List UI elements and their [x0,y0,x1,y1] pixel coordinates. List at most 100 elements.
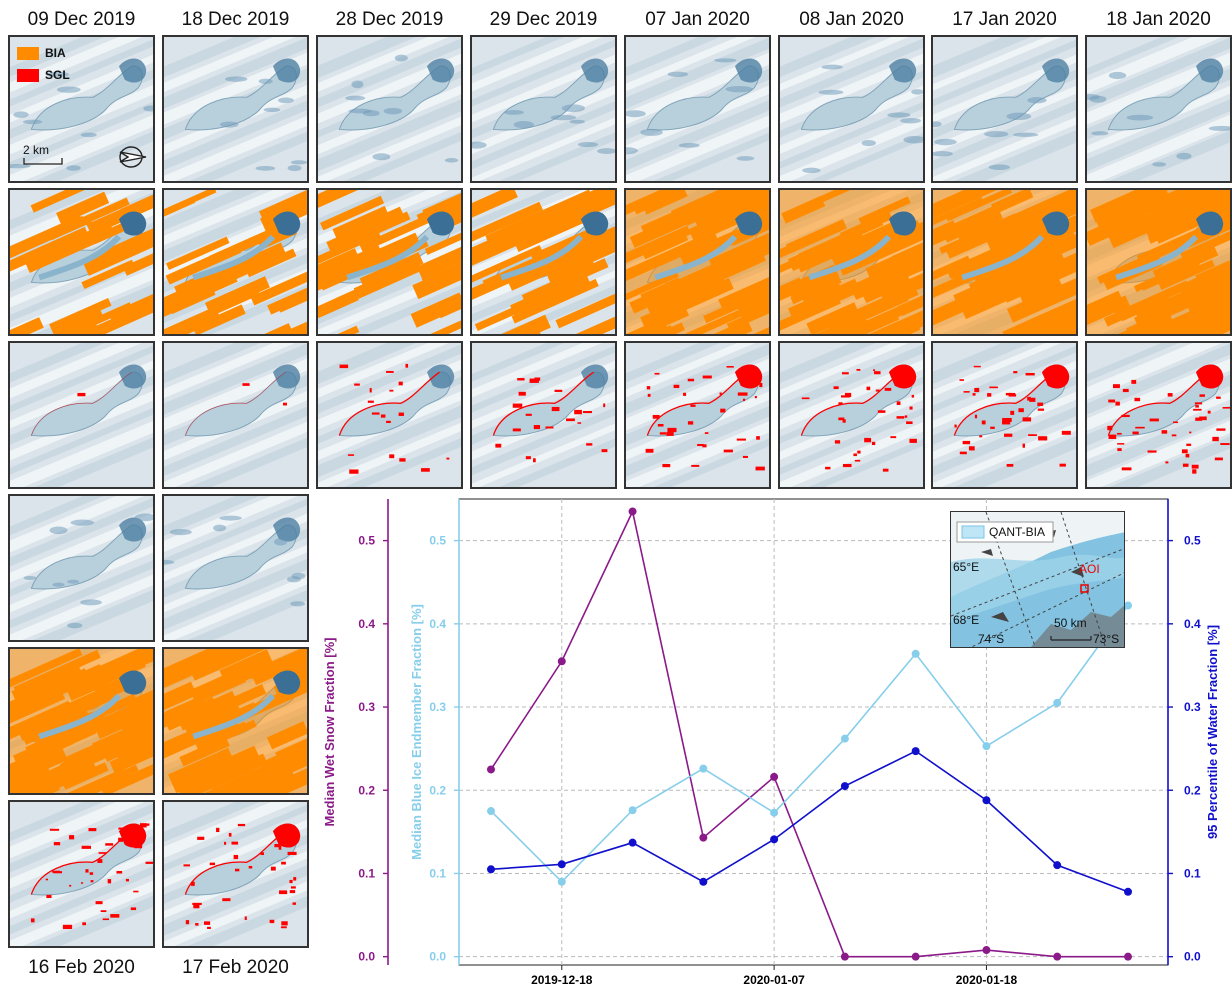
data-point [982,946,991,955]
data-point [840,782,849,791]
panel-date-label: 29 Dec 2019 [489,9,598,30]
data-point [557,860,566,869]
satellite-panel [8,494,155,642]
y-tick-label: 0.5 [1184,534,1201,548]
satellite-panel [778,35,925,183]
satellite-panel [470,35,617,183]
panel-date-label: 08 Jan 2020 [799,9,904,30]
data-point [1053,952,1062,961]
data-point [982,796,991,805]
y-tick-label: 0.1 [358,866,375,880]
satellite-panel [931,341,1078,489]
satellite-panel [8,800,155,948]
y-tick-label: 0.3 [1184,700,1201,714]
aoi-label: AOI [1079,562,1100,576]
data-point [699,877,708,886]
satellite-panel [162,800,309,948]
y-tick-label: 0.4 [358,617,375,631]
inset-legend-label: QANT-BIA [989,525,1046,539]
y-tick-label: 0.4 [1184,617,1201,631]
y-axis-title: Median Wet Snow Fraction [%] [322,638,337,827]
satellite-panel [470,188,617,336]
panel-date-label: 18 Jan 2020 [1106,9,1211,30]
y-tick-label: 0.2 [358,783,375,797]
panel-date-label: 18 Dec 2019 [181,9,290,30]
data-point [557,657,566,666]
data-point [840,734,849,743]
data-point [557,877,566,886]
satellite-panel [624,35,771,183]
satellite-panel [162,35,309,183]
data-point [699,764,708,773]
satellite-panel [162,494,309,642]
legend-label-bia: BIA [45,46,66,60]
data-point [699,833,708,842]
y-tick-label: 0.3 [429,700,446,714]
satellite-panel [624,341,771,489]
y-tick-label: 0.2 [429,783,446,797]
y-tick-label: 0.4 [429,617,446,631]
lon-label-68: 68°E [953,613,980,627]
x-tick-label: 2020-01-18 [956,973,1018,984]
data-point [911,747,920,756]
data-point [1124,952,1132,961]
series-line [490,605,1129,883]
data-point [487,865,495,874]
satellite-panel [470,341,617,489]
satellite-panel [931,188,1078,336]
data-point [487,765,495,774]
data-point [770,835,779,844]
data-point [1124,601,1132,610]
satellite-panel [624,188,771,336]
satellite-panel [316,188,463,336]
lon-label-65: 65°E [953,560,980,574]
legend-label-sgl: SGL [45,68,70,82]
satellite-panel [162,647,309,795]
y-tick-label: 0.0 [429,950,446,964]
inset-scale-label: 50 km [1054,616,1087,630]
y-tick-label: 0.0 [358,950,375,964]
panel-date-label: 17 Jan 2020 [952,9,1057,30]
data-point [982,742,991,751]
y-axis-title: 95 Percentile of Water Fraction [%] [1205,625,1220,839]
panel-date-label: 16 Feb 2020 [28,957,135,978]
data-point [628,838,637,847]
data-point [1053,861,1062,870]
lat-label-74: 74°S [978,632,1005,646]
satellite-panel [8,341,155,489]
satellite-panel [778,341,925,489]
data-point [840,952,849,961]
map-legend: BIA SGL [17,42,70,86]
data-point [1053,698,1062,707]
data-point [770,808,779,817]
data-point [628,806,637,815]
data-point [770,772,779,781]
panel-date-label: 17 Feb 2020 [182,957,289,978]
y-tick-label: 0.5 [358,534,375,548]
y-axis-title: Median Blue Ice Endmember Fraction [%] [409,604,424,860]
data-point [1124,887,1132,896]
scale-label: 2 km [23,143,50,157]
y-tick-label: 0.1 [429,866,446,880]
data-point [911,649,920,658]
satellite-panel [778,188,925,336]
y-tick-label: 0.0 [1184,950,1201,964]
data-point [628,507,637,516]
satellite-panel [931,35,1078,183]
satellite-panel [1085,35,1232,183]
satellite-panel [316,341,463,489]
inset-map: QANT-BIA AOI 65°E 68°E 74°S 73°S 50 km [950,511,1125,648]
satellite-panel [162,188,309,336]
y-tick-label: 0.5 [429,534,446,548]
satellite-panel [162,341,309,489]
compass-icon [119,146,147,168]
panel-date-label: 28 Dec 2019 [335,9,444,30]
data-point [911,952,920,961]
satellite-panel [1085,341,1232,489]
satellite-panel [8,647,155,795]
y-tick-label: 0.3 [358,700,375,714]
x-tick-label: 2019-12-18 [531,973,593,984]
series-line [490,509,1128,958]
x-tick-label: 2020-01-07 [743,973,805,984]
series-line [490,750,1129,893]
